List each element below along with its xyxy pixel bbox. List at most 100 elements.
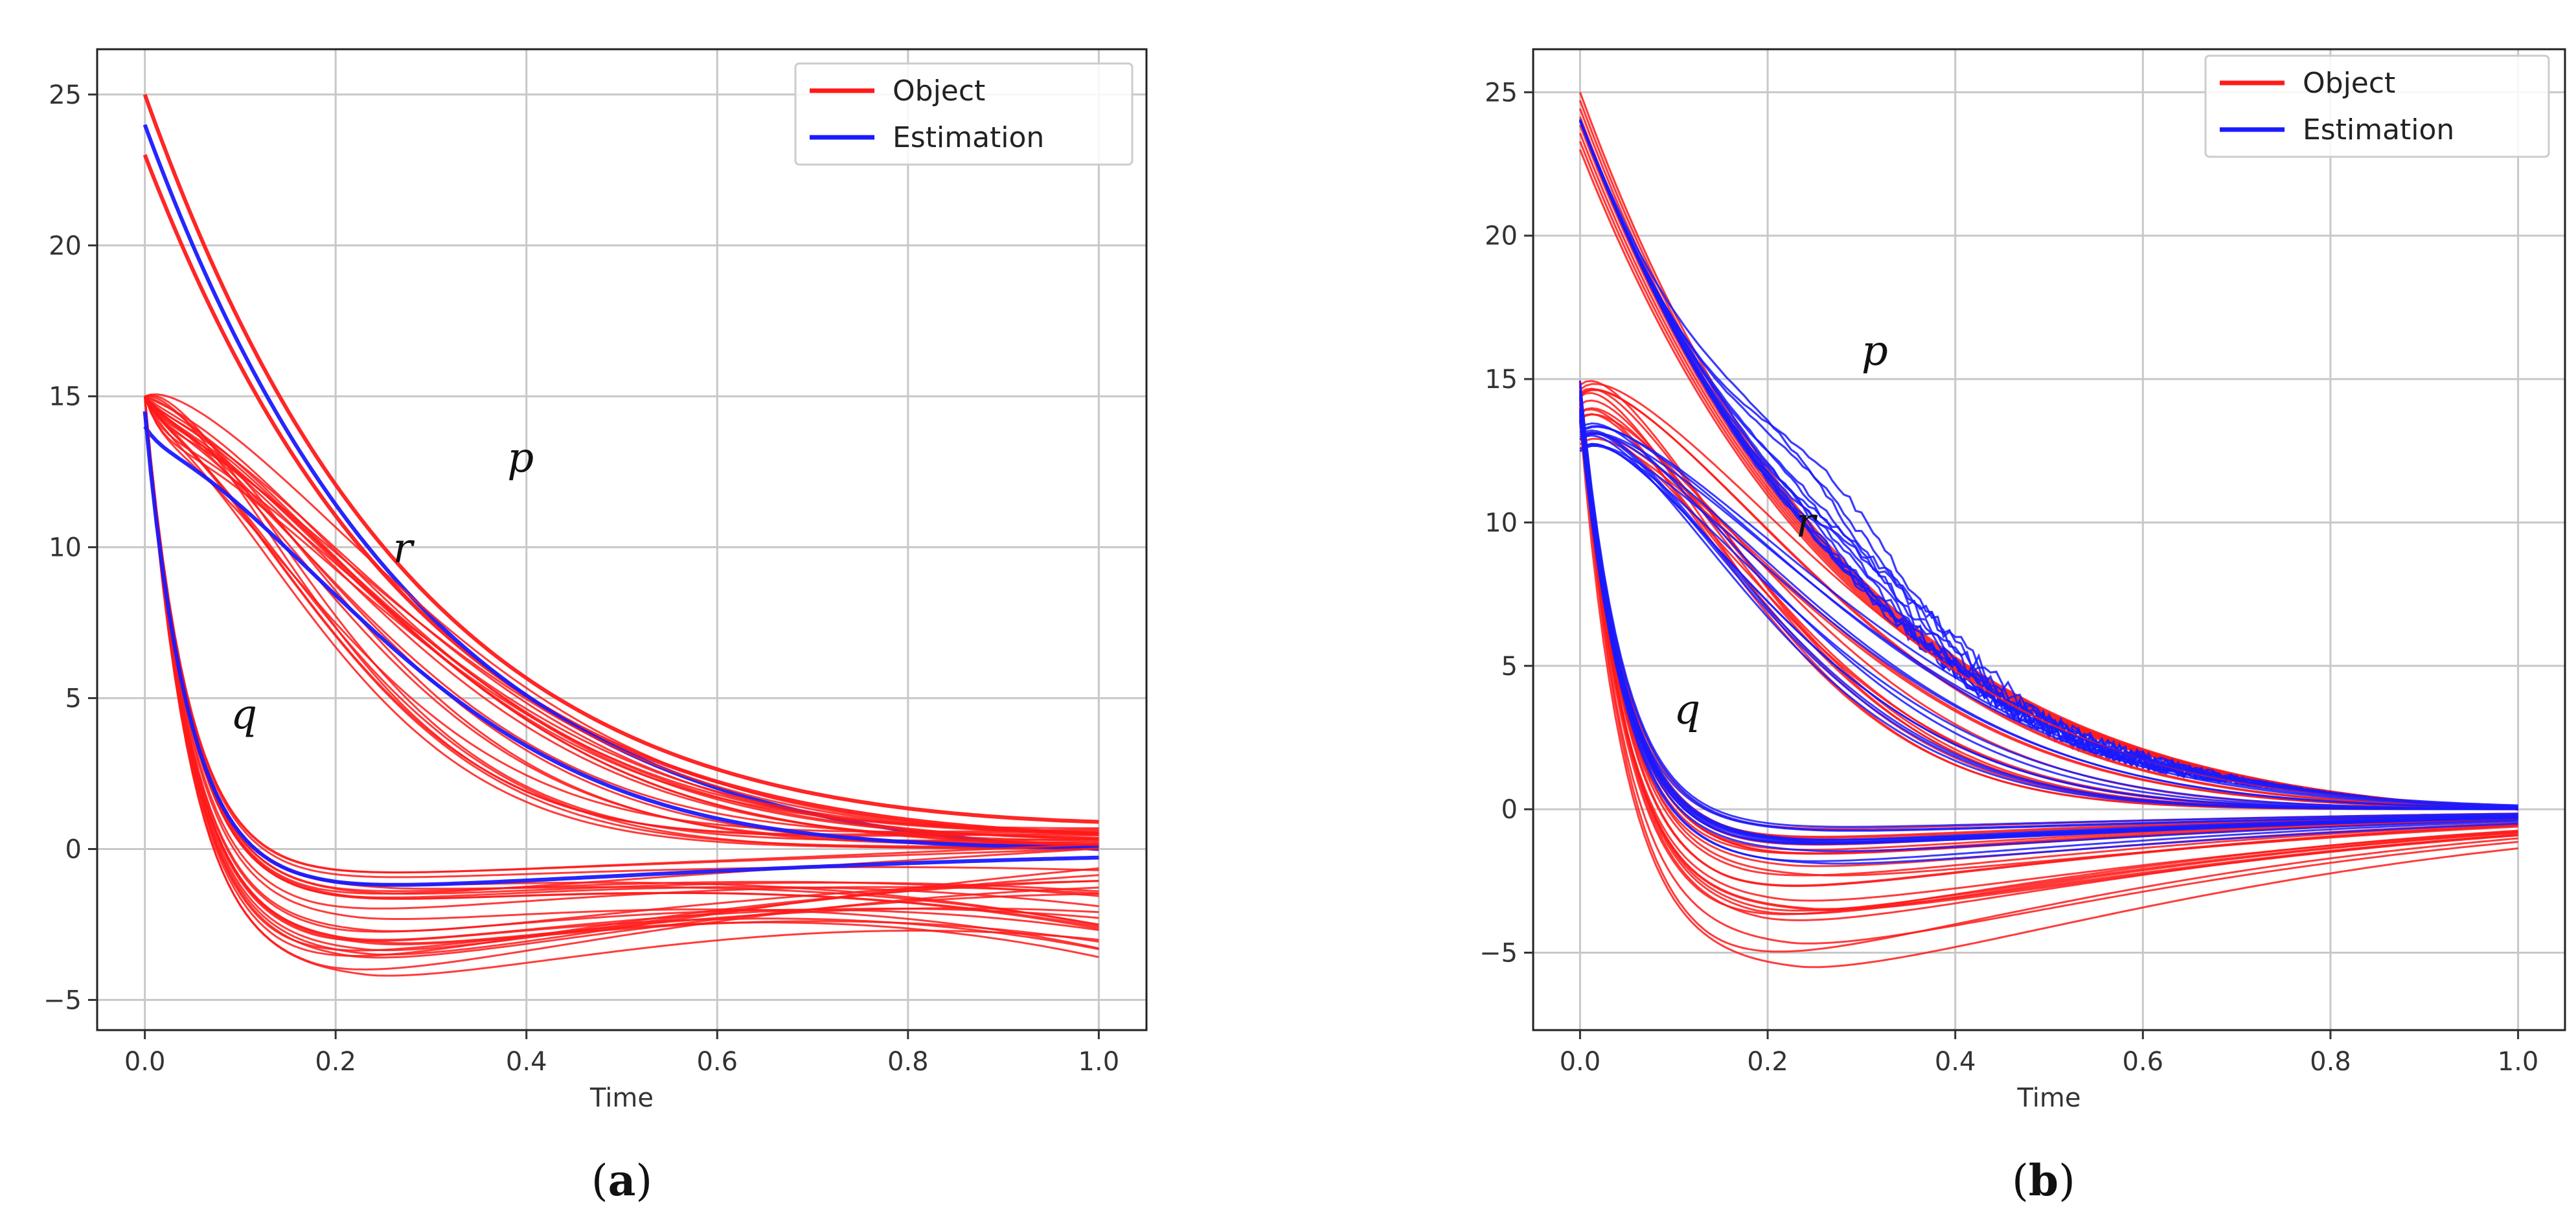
panel-b-caption-open: ( bbox=[2012, 1156, 2029, 1206]
panel-a-legend-estimation-label: Estimation bbox=[893, 121, 1044, 154]
panel-b-series-estimation-q-bundle bbox=[1579, 391, 2518, 841]
panel-b-series-object-q-bundle bbox=[1579, 384, 2518, 912]
panel-b-xtick-label: 0.4 bbox=[1935, 1047, 1976, 1077]
panel-b-ytick-label: 5 bbox=[1501, 652, 1518, 682]
panel-a-series-object-q-bundle bbox=[144, 396, 1099, 879]
panel-b-series-estimation-r-bundle bbox=[1579, 444, 2518, 810]
panel-b-frame bbox=[1532, 48, 2566, 1031]
panel-a-caption-open: ( bbox=[591, 1156, 608, 1206]
panel-b-series-estimation-q-bundle bbox=[1579, 385, 2518, 831]
panel-a-xlabel: Time bbox=[589, 1083, 654, 1113]
panel-a-xtick-label: 0.8 bbox=[887, 1047, 929, 1077]
panel-a-ytick-label: 0 bbox=[65, 834, 82, 864]
panel-a-series-object-r-bundle bbox=[144, 394, 1099, 842]
panel-b-ytick-label: −5 bbox=[1479, 938, 1518, 968]
panel-a-series-object-q-bundle bbox=[144, 396, 1099, 957]
panel-a-ticks: 0.0 0.2 0.4 0.6 0.8 1.0 −5 0 5 10 15 20 25 bbox=[43, 80, 1119, 1077]
panel-a-series-object-r-bundle bbox=[144, 395, 1099, 850]
panel-a: 0.0 0.2 0.4 0.6 0.8 1.0 −5 0 5 10 15 20 25 p r q Obj… bbox=[43, 48, 1148, 1206]
panel-b-series-object-q-bundle bbox=[1579, 420, 2518, 969]
panel-a-caption-close: ) bbox=[635, 1156, 652, 1206]
panel-a-legend: Object Estimation bbox=[794, 62, 1134, 166]
panel-b-ytick-label: 10 bbox=[1485, 508, 1518, 538]
panel-b-series-estimation-r-bundle bbox=[1579, 425, 2518, 808]
panel-b-ytick-label: 25 bbox=[1485, 78, 1518, 108]
panel-b-curves bbox=[1579, 91, 2518, 969]
panel-a-series-object-q-bundle bbox=[144, 396, 1099, 945]
panel-b-series-object-q-bundle bbox=[1579, 395, 2518, 877]
panel-b-series-object-r-bundle bbox=[1579, 388, 2518, 809]
panel-a-xtick-label: 1.0 bbox=[1078, 1047, 1120, 1077]
panel-a-annotations: p r q bbox=[231, 434, 534, 739]
panel-b-series-estimation-q-bundle bbox=[1579, 380, 2518, 828]
panel-b-ytick-label: 0 bbox=[1501, 795, 1518, 825]
panel-a-series-object-p-lower- bbox=[142, 154, 1099, 836]
panel-a-series-object-r-bundle bbox=[144, 395, 1099, 829]
panel-a-label-q: q bbox=[231, 691, 257, 739]
panel-a-xtick-label: 0.2 bbox=[315, 1047, 356, 1077]
panel-b-series-object-q-bundle bbox=[1579, 404, 2518, 945]
panel-a-ytick-label: 20 bbox=[49, 231, 82, 261]
panel-b-label-p: p bbox=[1862, 327, 1888, 375]
panel-b-series-object-q-bundle bbox=[1579, 382, 2518, 921]
panel-b-ticks: 0.0 0.2 0.4 0.6 0.8 1.0 −5 0 5 10 15 20 25 bbox=[1479, 78, 2538, 1077]
panel-a-series-object-q-bundle bbox=[144, 396, 1099, 971]
panel-a-series-object-p-upper- bbox=[142, 93, 1099, 824]
panel-b-label-r: r bbox=[1795, 500, 1818, 547]
panel-b-series-object-q-bundle bbox=[1579, 397, 2518, 953]
panel-a-xtick-label: 0.6 bbox=[696, 1047, 738, 1077]
panel-b-xlabel: Time bbox=[2017, 1083, 2081, 1113]
panel-a-xtick-label: 0.0 bbox=[124, 1047, 166, 1077]
panel-b-series-estimation-r-bundle bbox=[1579, 434, 2518, 810]
panel-a-ytick-label: 25 bbox=[49, 80, 82, 110]
panel-b-label-q: q bbox=[1674, 685, 1700, 733]
panel-b-series-estimation-r-bundle bbox=[1579, 433, 2518, 809]
panel-a-legend-object-label: Object bbox=[893, 75, 985, 108]
panel-b-xtick-label: 0.2 bbox=[1747, 1047, 1788, 1077]
panel-b-annotations: p r q bbox=[1674, 327, 1888, 733]
panel-a-caption-letter: a bbox=[608, 1155, 636, 1206]
panel-a-series-object-q-bundle bbox=[144, 396, 1099, 950]
panel-b-ytick-label: 15 bbox=[1485, 365, 1518, 395]
panel-b-legend-box bbox=[2204, 54, 2550, 158]
panel-a-curves bbox=[142, 93, 1099, 977]
panel-b-legend-object-label: Object bbox=[2303, 67, 2395, 100]
panel-b-series-estimation-q-bundle bbox=[1579, 394, 2518, 862]
panel-a-ytick-label: −5 bbox=[43, 985, 82, 1015]
panel-a-label-p: p bbox=[507, 434, 534, 482]
panel-a-legend-box bbox=[794, 62, 1134, 166]
panel-a-series-estimation-r bbox=[143, 425, 1099, 850]
panel-a-ytick-label: 5 bbox=[65, 684, 82, 714]
panel-b-xtick-label: 0.8 bbox=[2310, 1047, 2351, 1077]
panel-a-series-object-r-bundle bbox=[144, 395, 1099, 845]
panel-a-series-object-q-bundle bbox=[144, 396, 1099, 958]
panel-a-caption: (a) bbox=[591, 1155, 652, 1206]
panel-b-series-object-q-bundle bbox=[1579, 380, 2518, 887]
panel-b-caption: (b) bbox=[2012, 1155, 2075, 1206]
panel-a-series-object-q-bundle bbox=[144, 396, 1099, 908]
panel-a-series-object-q-bundle bbox=[144, 396, 1099, 895]
panel-a-series-object-r-bundle bbox=[144, 396, 1099, 834]
panel-b-series-estimation-r-bundle bbox=[1579, 432, 2518, 807]
panel-a-series-object-q-bundle bbox=[144, 396, 1099, 933]
panel-b-legend-estimation-label: Estimation bbox=[2303, 113, 2454, 146]
panel-a-label-r: r bbox=[393, 525, 415, 573]
panel-a-series-object-r-bundle bbox=[144, 395, 1099, 842]
panel-a-series-object-q-bundle bbox=[144, 396, 1099, 946]
panel-a-series-object-q-bundle bbox=[144, 396, 1099, 928]
panel-a-series-object-q-bundle bbox=[144, 396, 1099, 874]
panel-b: 0.0 0.2 0.4 0.6 0.8 1.0 −5 0 5 10 15 20 25 p r q Obj… bbox=[1479, 48, 2566, 1206]
panel-b-xtick-label: 1.0 bbox=[2498, 1047, 2539, 1077]
panel-b-xtick-label: 0.0 bbox=[1560, 1047, 1601, 1077]
panel-b-ytick-label: 20 bbox=[1485, 222, 1518, 251]
panel-a-ytick-label: 15 bbox=[49, 382, 82, 412]
panel-a-frame bbox=[96, 48, 1148, 1031]
panel-b-series-estimation-q-bundle bbox=[1579, 418, 2518, 853]
panel-b-caption-letter: b bbox=[2029, 1155, 2058, 1206]
panel-b-legend: Object Estimation bbox=[2204, 54, 2550, 158]
panel-b-caption-close: ) bbox=[2058, 1156, 2075, 1206]
panel-b-series-estimation-q-bundle bbox=[1579, 408, 2518, 844]
panel-a-ytick-label: 10 bbox=[49, 533, 82, 563]
